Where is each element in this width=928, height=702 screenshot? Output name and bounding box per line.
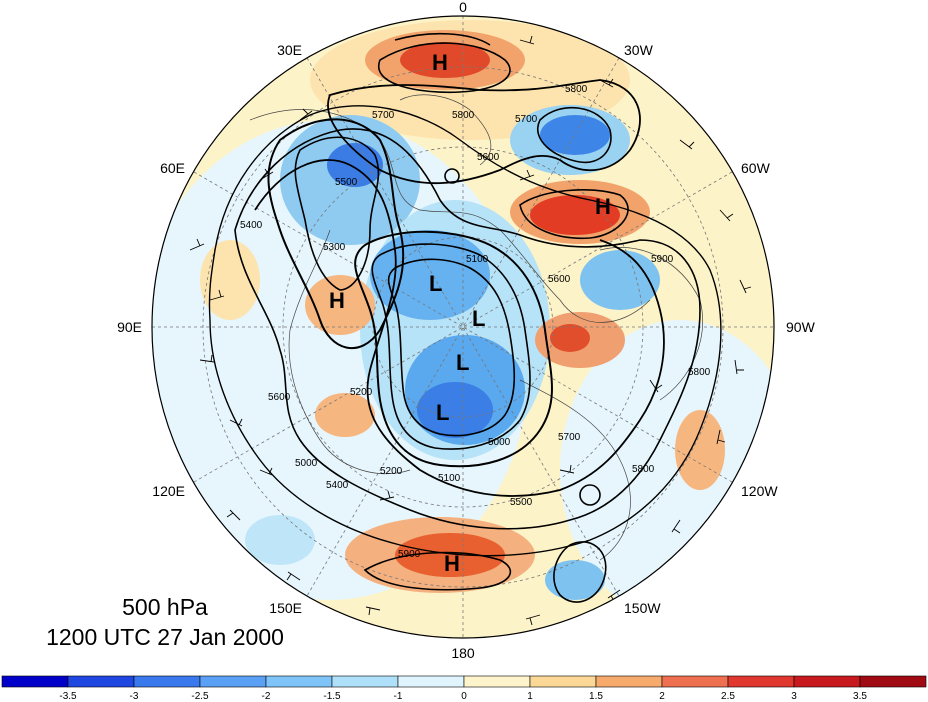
time-label: 1200 UTC 27 Jan 2000 bbox=[46, 624, 284, 650]
high-marker: H bbox=[329, 288, 345, 313]
contour-label: 5500 bbox=[510, 497, 533, 508]
wind-barbs bbox=[189, 35, 752, 626]
contour-label: 5800 bbox=[452, 110, 475, 121]
colorbar-tick-label: 2.5 bbox=[721, 691, 735, 702]
contour-label: 5400 bbox=[240, 220, 263, 231]
contour-label: 5800 bbox=[565, 84, 588, 95]
contour-label: 5700 bbox=[558, 432, 581, 443]
high-marker: H bbox=[432, 50, 448, 75]
level-label: 500 hPa bbox=[122, 594, 208, 620]
longitude-labels: 0 30W 60W 90W 120W 150W 180 150E 120E 90… bbox=[117, 0, 815, 661]
low-marker: L bbox=[429, 271, 442, 296]
colorbar-swatch bbox=[1, 675, 69, 688]
contour-label: 5300 bbox=[323, 242, 346, 253]
colorbar: -3.5 -3 -2.5 -2 -1.5 -1 0 1 1.5 2 2.5 3 3.5 bbox=[1, 675, 927, 702]
colorbar-swatch bbox=[331, 675, 399, 688]
colorbar-tick-label: -3 bbox=[130, 691, 139, 702]
high-marker: H bbox=[595, 194, 611, 219]
contour-label: 5600 bbox=[548, 274, 571, 285]
colorbar-tick-label: -1 bbox=[394, 691, 403, 702]
contour-label: 5000 bbox=[488, 437, 511, 448]
lon-label: 150W bbox=[624, 600, 661, 616]
pressure-centers: H H H H L L L L bbox=[329, 50, 611, 576]
colorbar-swatch bbox=[859, 675, 927, 688]
lon-label: 120W bbox=[741, 483, 778, 499]
colorbar-tick-label: 3.5 bbox=[853, 691, 867, 702]
contour-label: 5700 bbox=[372, 110, 395, 121]
contour-label: 5100 bbox=[466, 254, 489, 265]
lon-label: 60E bbox=[160, 160, 185, 176]
height-contours bbox=[208, 32, 722, 603]
colorbar-tick-label: 0 bbox=[461, 691, 467, 702]
contour-label: 5800 bbox=[632, 464, 655, 475]
contour-label: 5200 bbox=[380, 466, 403, 477]
colorbar-swatch bbox=[265, 675, 333, 688]
lon-label: 30E bbox=[277, 42, 302, 58]
map-border bbox=[151, 15, 775, 639]
lon-label: 150E bbox=[269, 600, 302, 616]
contour-labels: 5800 5700 5800 5700 5600 5500 5400 5300 … bbox=[240, 84, 711, 560]
contour-label: 5900 bbox=[651, 254, 674, 265]
low-marker: L bbox=[436, 400, 449, 425]
high-marker: H bbox=[444, 551, 460, 576]
colorbar-swatch bbox=[529, 675, 597, 688]
colorbar-swatch bbox=[661, 675, 729, 688]
contour-label: 5200 bbox=[350, 387, 373, 398]
colorbar-swatch bbox=[595, 675, 663, 688]
lon-label: 180 bbox=[451, 645, 475, 661]
contour-label: 5000 bbox=[295, 458, 318, 469]
contour-label: 5800 bbox=[688, 367, 711, 378]
colorbar-tick-label: -3.5 bbox=[59, 691, 77, 702]
lon-label: 0 bbox=[459, 0, 467, 15]
low-marker: L bbox=[472, 306, 485, 331]
contour-label: 5600 bbox=[268, 392, 291, 403]
colorbar-tick-label: -2 bbox=[262, 691, 271, 702]
colorbar-tick-label: -1.5 bbox=[323, 691, 341, 702]
colorbar-swatch bbox=[397, 675, 465, 688]
colorbar-tick-label: 3 bbox=[791, 691, 797, 702]
lon-label: 60W bbox=[741, 160, 771, 176]
contour-label: 5900 bbox=[398, 549, 421, 560]
colorbar-swatch bbox=[199, 675, 267, 688]
lon-label: 120E bbox=[152, 483, 185, 499]
colorbar-tick-label: -2.5 bbox=[191, 691, 209, 702]
contour-label: 5400 bbox=[326, 480, 349, 491]
contour-label: 5500 bbox=[335, 177, 358, 188]
graticule bbox=[152, 16, 774, 638]
colorbar-tick-label: 1 bbox=[527, 691, 533, 702]
colorbar-swatch bbox=[133, 675, 201, 688]
contour-label: 5700 bbox=[515, 114, 538, 125]
colorbar-swatch bbox=[67, 675, 135, 688]
colorbar-tick-label: 2 bbox=[659, 691, 665, 702]
colorbar-swatch bbox=[463, 675, 531, 688]
colorbar-tick-label: 1.5 bbox=[589, 691, 603, 702]
contour-label: 5100 bbox=[438, 473, 461, 484]
colorbar-swatch bbox=[727, 675, 795, 688]
low-marker: L bbox=[456, 350, 469, 375]
lon-label: 90E bbox=[117, 319, 142, 335]
contour-label: 5600 bbox=[477, 152, 500, 163]
lon-label: 90W bbox=[786, 319, 816, 335]
lon-label: 30W bbox=[624, 42, 654, 58]
colorbar-swatch bbox=[793, 675, 861, 688]
